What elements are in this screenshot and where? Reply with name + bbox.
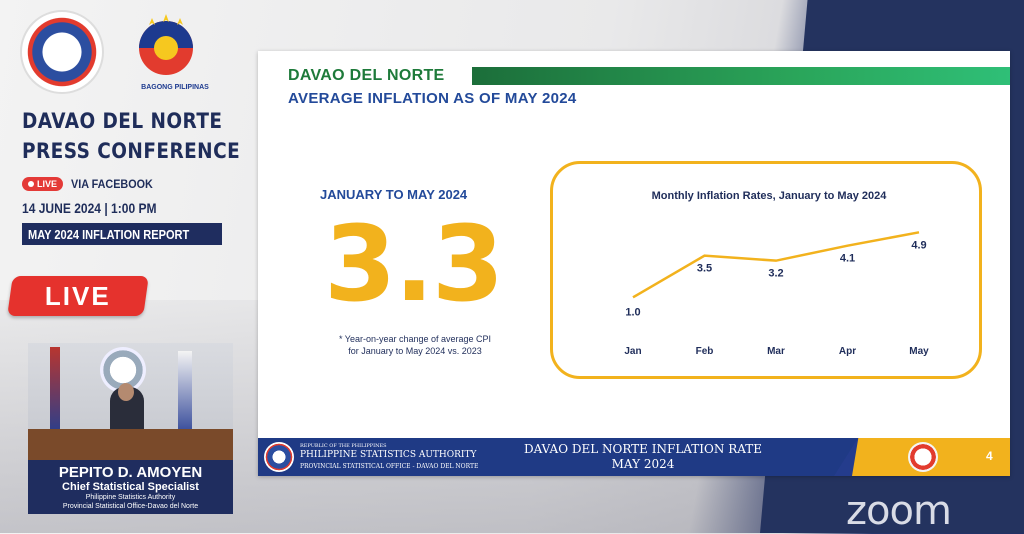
psa-footer-logo — [264, 442, 294, 472]
report-banner: MAY 2024 INFLATION REPORT — [22, 223, 222, 245]
footer-center-line-2: MAY 2024 — [518, 457, 768, 472]
data-label: 4.9 — [911, 239, 926, 251]
speaker-desk — [28, 429, 233, 460]
period-label: JANUARY TO MAY 2024 — [320, 187, 467, 202]
conference-title: DAVAO DEL NORTE PRESS CONFERENCE — [22, 106, 252, 166]
footer-center-title: DAVAO DEL NORTE INFLATION RATE MAY 2024 — [518, 442, 768, 472]
speaker-org-2: Provincial Statistical Office-Davao del … — [28, 502, 233, 511]
logos: BAGONG PILIPINAS — [20, 10, 220, 90]
slide-title-bar — [472, 67, 1010, 85]
live-facebook-row: LIVE VIA FACEBOOK — [22, 177, 162, 191]
live-badge-large-label: LIVE — [45, 281, 111, 312]
presentation-slide: DAVAO DEL NORTE AVERAGE INFLATION AS OF … — [258, 51, 1010, 476]
live-badge-label: LIVE — [37, 179, 57, 189]
footnote-line-2: for January to May 2024 vs. 2023 — [310, 345, 520, 357]
speaker-name: PEPITO D. AMOYEN — [28, 464, 233, 481]
data-label: 3.5 — [697, 263, 712, 275]
series-line — [633, 232, 919, 297]
x-tick-label: Jan — [624, 346, 641, 357]
title-line-1: DAVAO DEL NORTE — [22, 106, 224, 136]
philippine-flag — [50, 347, 60, 433]
speaker-name-plate: PEPITO D. AMOYEN Chief Statistical Speci… — [28, 460, 233, 514]
footnote-line-1: * Year-on-year change of average CPI — [310, 333, 520, 345]
data-label: 1.0 — [625, 306, 640, 318]
data-label: 4.1 — [840, 253, 855, 265]
speaker-head — [118, 383, 134, 401]
footer-office: PROVINCIAL STATISTICAL OFFICE - DAVAO DE… — [300, 463, 478, 470]
footer-agency: PHILIPPINE STATISTICS AUTHORITY — [300, 450, 476, 460]
live-badge-large: LIVE — [7, 276, 149, 316]
live-badge-small: LIVE — [22, 177, 63, 191]
line-chart: 1.0 Jan 3.5 Feb 3.2 Mar 4.1 Apr 4.9 May — [553, 164, 979, 376]
x-tick-label: May — [909, 346, 929, 357]
slide-subtitle: AVERAGE INFLATION AS OF MAY 2024 — [288, 90, 577, 107]
footnote: * Year-on-year change of average CPI for… — [310, 333, 520, 357]
psa-logo — [20, 10, 104, 94]
bagong-pilipinas-text: BAGONG PILIPINAS — [120, 84, 230, 91]
slide-footer: REPUBLIC OF THE PHILIPPINES PHILIPPINE S… — [258, 438, 1010, 476]
via-facebook-text: VIA FACEBOOK — [71, 177, 153, 191]
title-line-2: PRESS CONFERENCE — [22, 136, 224, 166]
bagong-pilipinas-footer-logo — [908, 442, 938, 472]
event-date: 14 JUNE 2024 | 1:00 PM — [22, 200, 157, 216]
footer-center-line-1: DAVAO DEL NORTE INFLATION RATE — [518, 442, 768, 457]
live-dot-icon — [28, 181, 34, 187]
average-inflation-value: 3.3 — [324, 209, 502, 319]
report-banner-text: MAY 2024 INFLATION REPORT — [28, 227, 189, 242]
speaker-video — [28, 343, 233, 460]
slide-page-number: 4 — [986, 449, 993, 463]
footer-republic: REPUBLIC OF THE PHILIPPINES — [300, 443, 387, 449]
speaker-org-1: Philippine Statistics Authority — [28, 493, 233, 502]
slide-title: DAVAO DEL NORTE — [288, 67, 445, 85]
speaker-position: Chief Statistical Specialist — [28, 481, 233, 493]
x-tick-label: Mar — [767, 346, 785, 357]
zoom-watermark: zoom — [846, 488, 951, 534]
chart-container: Monthly Inflation Rates, January to May … — [550, 161, 982, 379]
bagong-pilipinas-logo — [128, 12, 204, 76]
data-label: 3.2 — [768, 268, 783, 280]
psa-flag — [178, 351, 192, 431]
x-tick-label: Feb — [696, 346, 714, 357]
x-tick-label: Apr — [839, 346, 856, 357]
